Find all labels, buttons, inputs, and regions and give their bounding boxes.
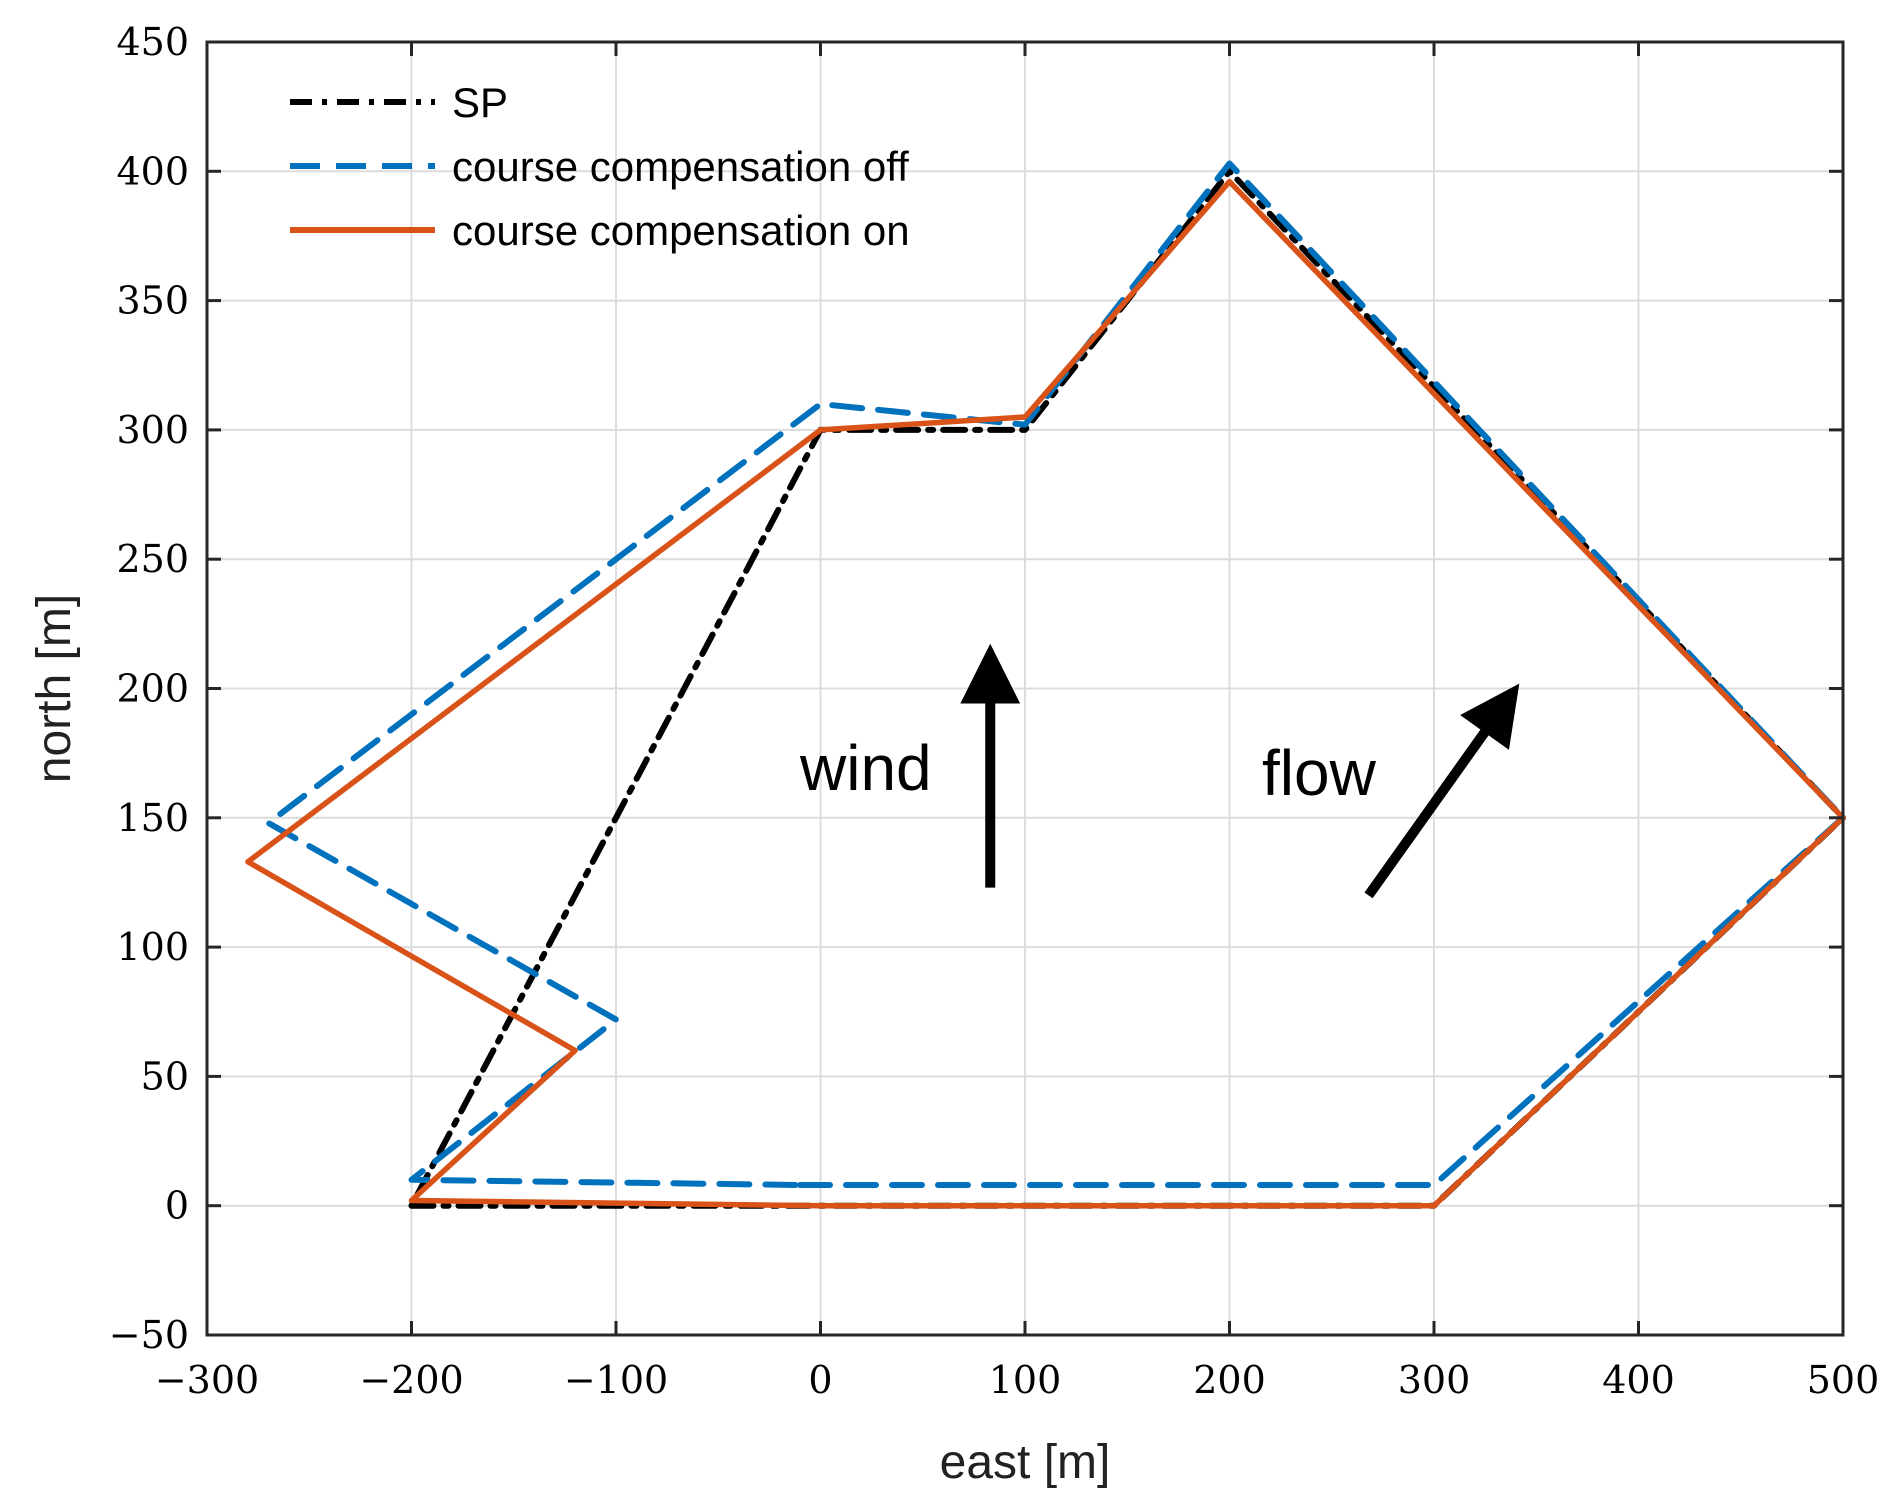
legend-label-0: SP (452, 79, 508, 126)
y-tick-label: 250 (116, 537, 189, 581)
legend-label-2: course compensation on (452, 207, 910, 254)
series-line-2 (245, 178, 1846, 1209)
x-axis-label: east [m] (940, 1436, 1111, 1489)
x-tick-label: 200 (1193, 1358, 1266, 1402)
y-tick-label: 350 (116, 279, 189, 323)
x-tick-label: −300 (155, 1358, 259, 1402)
x-tick-label: −200 (359, 1358, 463, 1402)
annotation-arrow-1 (1364, 683, 1520, 899)
y-axis: −50 0 50 100 150 200 250 300 350 400 450 (109, 20, 1843, 1357)
y-tick-label: 200 (116, 667, 189, 711)
y-tick-label: 0 (165, 1184, 189, 1228)
series-line-1 (265, 160, 1846, 1188)
y-tick-label: 450 (116, 20, 189, 64)
x-tick-label: −100 (564, 1358, 668, 1402)
legend: SP course compensation off course compensa… (290, 79, 910, 254)
x-axis: −300 −200 −100 0 100 200 300 400 500 (155, 42, 1879, 1402)
annotations: wind flow (799, 643, 1520, 899)
y-tick-label: 300 (116, 408, 189, 452)
y-tick-label: 150 (116, 796, 189, 840)
x-tick-label: 500 (1807, 1358, 1880, 1402)
x-tick-label: 100 (989, 1358, 1062, 1402)
y-tick-label: −50 (109, 1313, 189, 1357)
y-tick-label: 50 (141, 1054, 189, 1098)
legend-label-1: course compensation off (452, 143, 909, 190)
x-tick-label: 300 (1398, 1358, 1471, 1402)
x-tick-label: 400 (1602, 1358, 1675, 1402)
annotation-label-0: wind (799, 732, 932, 804)
series-lines (245, 160, 1846, 1209)
x-tick-label: 0 (808, 1358, 832, 1402)
y-tick-label: 100 (116, 925, 189, 969)
y-tick-label: 400 (116, 149, 189, 193)
annotation-label-1: flow (1262, 737, 1377, 809)
y-axis-label: north [m] (28, 594, 81, 783)
